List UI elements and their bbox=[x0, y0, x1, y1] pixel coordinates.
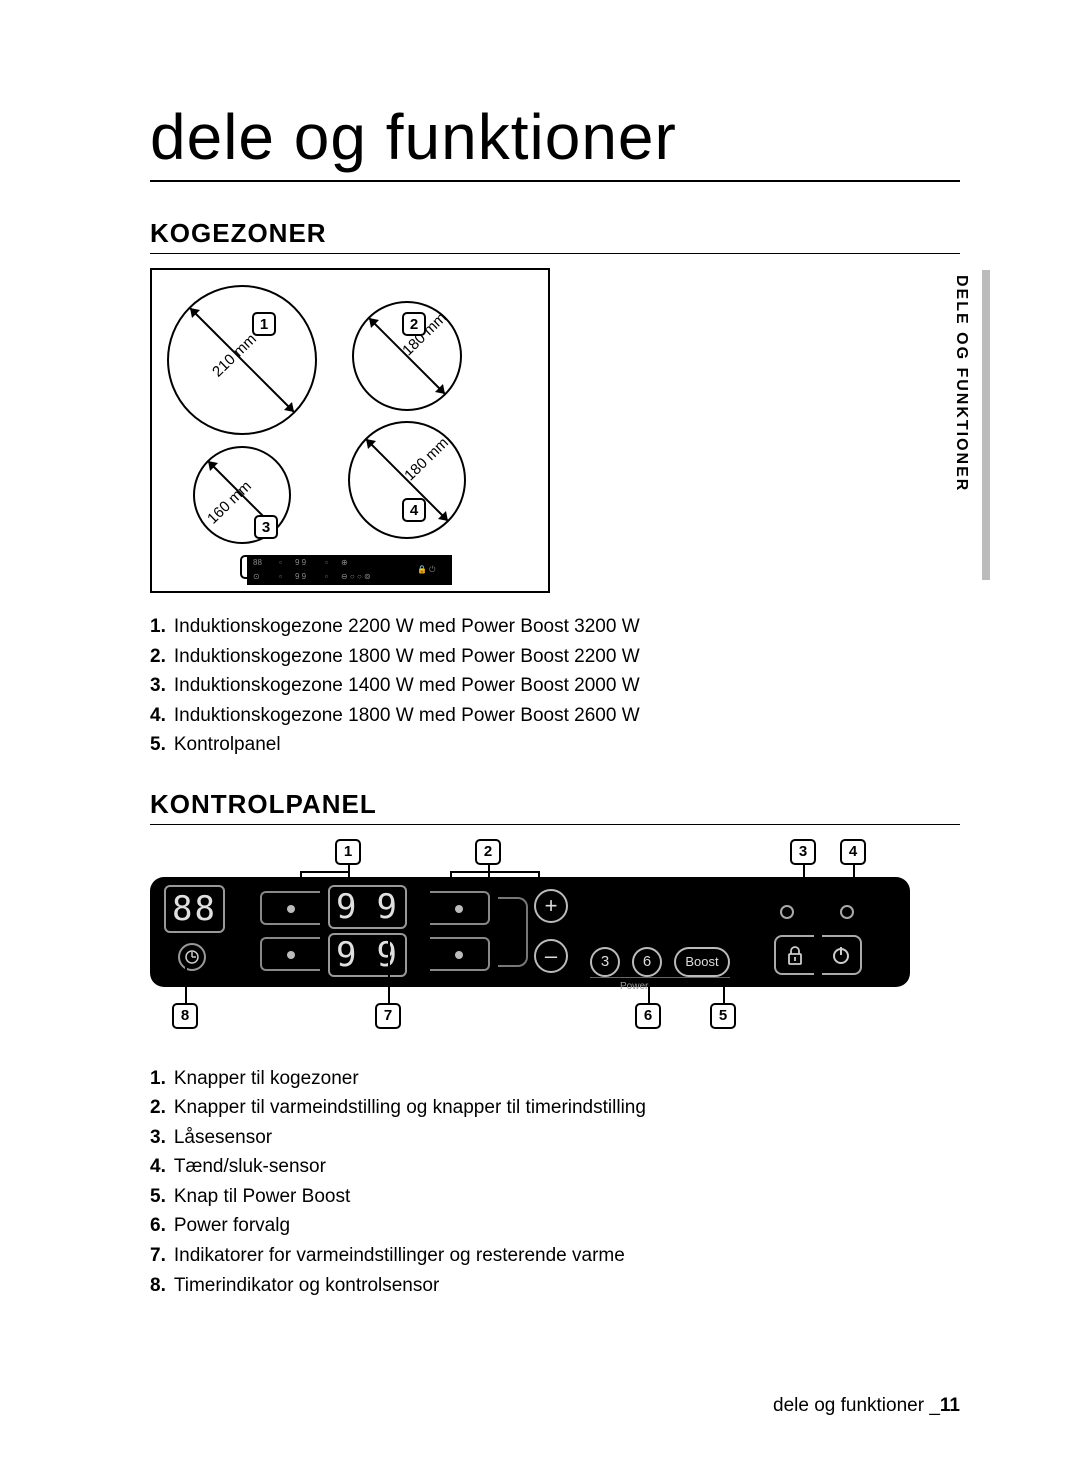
cooktop-svg: 210 mm 180 mm 160 mm 180 mm bbox=[152, 270, 552, 595]
lock-icon bbox=[774, 935, 814, 975]
plus-button: + bbox=[534, 889, 568, 923]
cooktop-callout-3: 3 bbox=[254, 515, 278, 539]
list-item: 6.Power forvalg bbox=[150, 1212, 960, 1240]
preset-6: 6 bbox=[632, 947, 662, 977]
zone-selector-tl bbox=[260, 891, 320, 925]
section-control-panel: KONTROLPANEL 1 2 3 4 88 bbox=[150, 789, 960, 1299]
panel-list: 1.Knapper til kogezoner 2.Knapper til va… bbox=[150, 1065, 960, 1299]
panel-callout-4: 4 bbox=[840, 839, 866, 865]
list-item: 3.Låsesensor bbox=[150, 1124, 960, 1152]
timer-clock-icon bbox=[178, 943, 206, 971]
footer-page-number: 11 bbox=[940, 1395, 960, 1416]
panel-callout-7: 7 bbox=[375, 1003, 401, 1029]
panel-callout-8: 8 bbox=[172, 1003, 198, 1029]
cooktop-heading: KOGEZONER bbox=[150, 218, 960, 254]
footer-text: dele og funktioner _ bbox=[773, 1395, 940, 1416]
cooktop-control-strip: 88 ▫ 9 9 ▫ ⊕ ⊙ ▫ 9 9 ▫ ⊖ ○ ○ ⊚ 🔒 ⏻ bbox=[247, 555, 452, 585]
zone-selector-tr bbox=[430, 891, 490, 925]
zone-3-label: 160 mm bbox=[204, 478, 255, 528]
cooktop-list: 1.Induktionskogezone 2200 W med Power Bo… bbox=[150, 613, 960, 759]
panel-heading: KONTROLPANEL bbox=[150, 789, 960, 825]
power-label: Power bbox=[620, 981, 648, 992]
list-item: 1.Induktionskogezone 2200 W med Power Bo… bbox=[150, 613, 960, 641]
boost-button: Boost bbox=[674, 947, 730, 977]
page-title: dele og funktioner bbox=[150, 100, 960, 182]
heat-display-top: 99 bbox=[328, 885, 407, 929]
list-item: 4.Tænd/sluk-sensor bbox=[150, 1153, 960, 1181]
footer: dele og funktioner _11 bbox=[773, 1395, 960, 1417]
section-cooktop: KOGEZONER 210 mm 180 mm bbox=[150, 218, 960, 759]
power-icon bbox=[822, 935, 862, 975]
cooktop-diagram-container: 210 mm 180 mm 160 mm 180 mm bbox=[150, 268, 960, 593]
power-indicator-dot bbox=[840, 905, 854, 919]
zone-selector-bl bbox=[260, 937, 320, 971]
list-item: 8.Timerindikator og kontrolsensor bbox=[150, 1272, 960, 1300]
panel-callout-3: 3 bbox=[790, 839, 816, 865]
list-item: 4.Induktionskogezone 1800 W med Power Bo… bbox=[150, 702, 960, 730]
zone-1-label: 210 mm bbox=[209, 331, 260, 381]
cooktop-callout-2: 2 bbox=[402, 312, 426, 336]
list-item: 2.Knapper til varmeindstilling og knappe… bbox=[150, 1094, 960, 1122]
panel-callout-1: 1 bbox=[335, 839, 361, 865]
zone-4-label: 180 mm bbox=[401, 434, 452, 484]
cooktop-callout-4: 4 bbox=[402, 498, 426, 522]
heat-display-bot: 99 bbox=[328, 933, 407, 977]
side-accent-bar bbox=[982, 270, 990, 580]
side-tab-label: DELE OG FUNKTIONER bbox=[952, 275, 970, 492]
control-panel-body: 88 99 99 bbox=[150, 877, 910, 987]
panel-callout-5: 5 bbox=[710, 1003, 736, 1029]
cooktop-outline: 210 mm 180 mm 160 mm 180 mm bbox=[150, 268, 550, 593]
list-item: 3.Induktionskogezone 1400 W med Power Bo… bbox=[150, 672, 960, 700]
list-item: 7.Indikatorer for varmeindstillinger og … bbox=[150, 1242, 960, 1270]
preset-3: 3 bbox=[590, 947, 620, 977]
lock-indicator-dot bbox=[780, 905, 794, 919]
list-item: 1.Knapper til kogezoner bbox=[150, 1065, 960, 1093]
control-panel-diagram: 1 2 3 4 88 bbox=[150, 839, 910, 1039]
minus-button: – bbox=[534, 939, 568, 973]
list-item: 5.Knap til Power Boost bbox=[150, 1183, 960, 1211]
manual-page: DELE OG FUNKTIONER dele og funktioner KO… bbox=[0, 0, 1080, 1477]
panel-callout-2: 2 bbox=[475, 839, 501, 865]
timer-display: 88 bbox=[164, 885, 225, 933]
list-item: 5.Kontrolpanel bbox=[150, 731, 960, 759]
cooktop-callout-1: 1 bbox=[252, 312, 276, 336]
zone-selector-br bbox=[430, 937, 490, 971]
list-item: 2.Induktionskogezone 1800 W med Power Bo… bbox=[150, 643, 960, 671]
panel-callout-6: 6 bbox=[635, 1003, 661, 1029]
